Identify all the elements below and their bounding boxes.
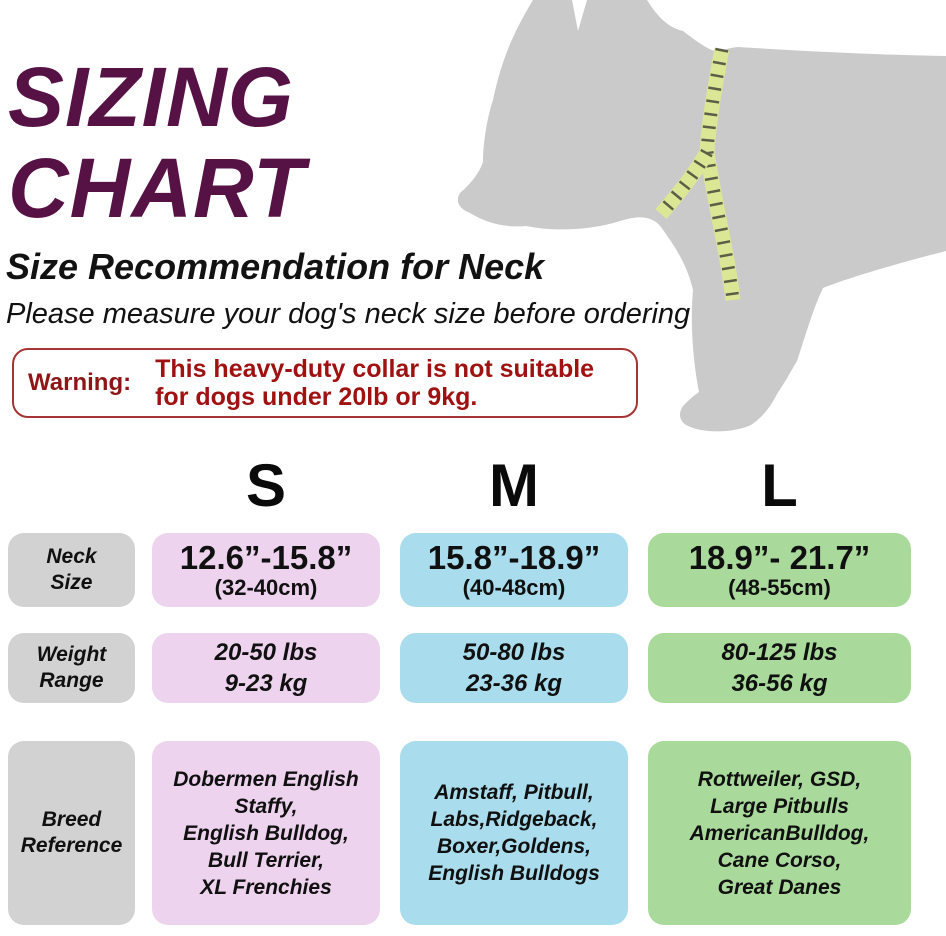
cell-neck-size-s: 12.6”-15.8” (32-40cm) [152, 533, 380, 607]
dog-silhouette-icon [457, 0, 946, 432]
row-label-neck-size-text: Neck Size [46, 545, 97, 594]
row-label-neck-size: Neck Size [8, 533, 135, 607]
column-header-m: M [489, 452, 539, 519]
page-subtitle: Size Recommendation for Neck [6, 246, 545, 287]
warning-text: This heavy-duty collar is not suitable f… [155, 355, 595, 411]
cell-weight-range-s: 20-50 lbs 9-23 kg [152, 633, 380, 703]
neck-size-m-cm: (40-48cm) [462, 575, 566, 600]
neck-size-l-cm: (48-55cm) [728, 575, 831, 600]
weight-range-s-text: 20-50 lbs 9-23 kg [214, 639, 318, 697]
cell-breed-reference-s: Dobermen English Staffy, English Bulldog… [152, 741, 380, 925]
breed-reference-m-text: Amstaff, Pitbull, Labs,Ridgeback, Boxer,… [428, 781, 600, 885]
measuring-tape-branch-icon [655, 148, 714, 219]
row-label-weight-range-text: Weight Range [36, 643, 107, 692]
neck-size-s-cm: (32-40cm) [214, 575, 318, 600]
page-title-line1: SIZING [8, 50, 295, 144]
column-header-s: S [245, 452, 287, 519]
neck-size-m-inches: 15.8”-18.9” [427, 539, 601, 576]
breed-reference-l-text: Rottweiler, GSD, Large Pitbulls American… [689, 767, 870, 899]
cell-neck-size-l: 18.9”- 21.7” (48-55cm) [648, 533, 911, 607]
weight-range-m-text: 50-80 lbs 23-36 kg [462, 639, 566, 697]
neck-size-l-inches: 18.9”- 21.7” [688, 539, 871, 576]
page-title-line2: CHART [8, 141, 306, 235]
cell-breed-reference-m: Amstaff, Pitbull, Labs,Ridgeback, Boxer,… [400, 741, 628, 925]
dog-illustration [457, 0, 946, 432]
row-label-weight-range: Weight Range [8, 633, 135, 703]
measure-note: Please measure your dog's neck size befo… [6, 298, 691, 330]
warning-label: Warning: [28, 369, 132, 396]
cell-breed-reference-l: Rottweiler, GSD, Large Pitbulls American… [648, 741, 911, 925]
breed-reference-s-text: Dobermen English Staffy, English Bulldog… [173, 767, 359, 899]
cell-neck-size-m: 15.8”-18.9” (40-48cm) [400, 533, 628, 607]
row-label-breed-reference: Breed Reference [8, 741, 135, 925]
warning-box: Warning: This heavy-duty collar is not s… [12, 348, 638, 418]
weight-range-l-text: 80-125 lbs 36-56 kg [721, 639, 838, 697]
column-header-l: L [761, 452, 798, 519]
neck-size-s-inches: 12.6”-15.8” [179, 539, 353, 576]
row-label-breed-reference-text: Breed Reference [20, 808, 123, 857]
cell-weight-range-m: 50-80 lbs 23-36 kg [400, 633, 628, 703]
cell-weight-range-l: 80-125 lbs 36-56 kg [648, 633, 911, 703]
page-title: SIZING CHART [8, 52, 305, 234]
